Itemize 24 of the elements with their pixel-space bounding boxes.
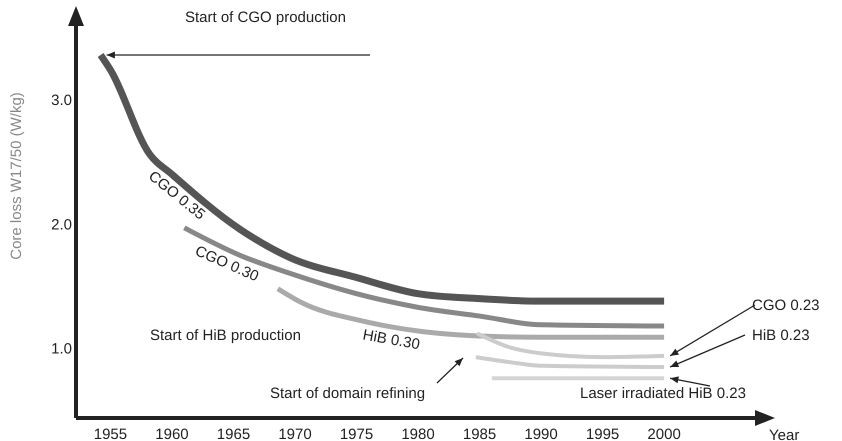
x-tick-label: 1955 xyxy=(94,426,128,441)
y-tick-label: 1.0 xyxy=(51,340,72,358)
x-tick-label: 2000 xyxy=(647,426,681,441)
y-tick-label: 2.0 xyxy=(51,216,72,234)
y-axis-title: Core loss W17/50 (W/kg) xyxy=(8,92,25,260)
annotation: Start of domain refining xyxy=(270,385,426,402)
x-tick-label: 1980 xyxy=(401,426,435,441)
x-tick-label: 1975 xyxy=(340,426,374,441)
annotation: Start of CGO production xyxy=(185,9,346,26)
text: CGO 0.35 xyxy=(145,168,208,224)
series-label: Laser irradiated HiB 0.23 xyxy=(580,385,746,402)
x-tick-label: 1985 xyxy=(462,426,496,441)
x-tick-label: 1965 xyxy=(216,426,250,441)
x-tick-label: 1995 xyxy=(586,426,620,441)
text: HiB 0.30 xyxy=(361,326,422,354)
x-tick-label: 1990 xyxy=(524,426,558,441)
y-tick-label: 3.0 xyxy=(51,92,72,109)
x-tick-label: 1970 xyxy=(278,426,312,441)
text: HiB 0.23 xyxy=(752,327,810,344)
text: CGO 0.30 xyxy=(192,242,262,286)
text: CGO 0.23 xyxy=(752,297,820,314)
x-axis-title: Year xyxy=(769,427,800,441)
x-tick-label: 1960 xyxy=(155,426,189,441)
annotation: Start of HiB production xyxy=(150,327,301,344)
